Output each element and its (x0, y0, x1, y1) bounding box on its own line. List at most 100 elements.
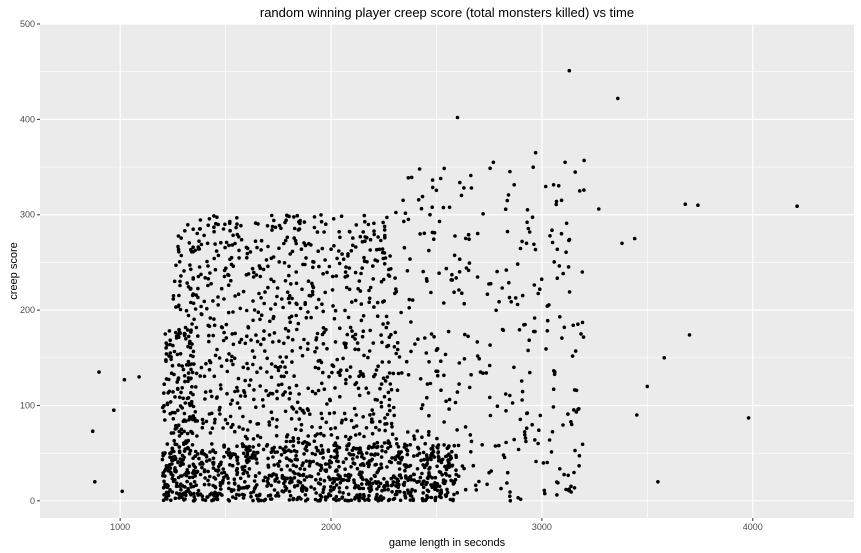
data-point (173, 427, 178, 431)
data-point (416, 337, 420, 342)
data-point (305, 347, 310, 352)
data-point (404, 476, 408, 480)
data-point (425, 461, 430, 466)
data-point (437, 470, 442, 474)
data-point (192, 469, 196, 473)
data-point (177, 492, 181, 497)
data-point (304, 315, 309, 320)
data-point (577, 453, 582, 458)
data-point (231, 362, 235, 367)
data-point (274, 433, 279, 438)
data-point (381, 322, 385, 326)
data-point (373, 463, 377, 467)
data-point (235, 385, 239, 390)
data-point (518, 246, 523, 251)
data-point (208, 271, 212, 275)
data-point (382, 394, 387, 399)
data-point (635, 413, 639, 417)
data-point (457, 257, 462, 262)
data-point (277, 480, 281, 484)
data-point (384, 314, 389, 319)
data-point (211, 466, 216, 470)
data-point (314, 477, 318, 482)
data-point (549, 450, 554, 454)
data-point (569, 420, 573, 424)
data-point (420, 194, 425, 199)
data-point (367, 493, 371, 498)
data-point (180, 453, 185, 458)
data-point (204, 455, 209, 459)
data-point (505, 229, 510, 234)
data-point (186, 446, 191, 451)
data-point (404, 447, 409, 452)
data-point (386, 446, 390, 450)
data-point (161, 485, 166, 490)
data-point (555, 493, 559, 497)
data-point (176, 332, 181, 337)
data-point (263, 497, 268, 502)
data-point (299, 428, 303, 433)
data-point (379, 400, 384, 405)
data-point (497, 299, 501, 304)
data-point (444, 266, 449, 271)
data-point (222, 445, 226, 449)
data-point (287, 448, 291, 453)
data-point (186, 334, 191, 339)
data-point (466, 334, 470, 339)
data-point (322, 485, 327, 489)
data-point (222, 274, 227, 279)
chart-title: random winning player creep score (total… (260, 5, 634, 20)
data-point (357, 432, 362, 436)
data-point (458, 180, 462, 185)
data-point (321, 490, 325, 495)
data-point (289, 314, 294, 319)
data-point (425, 493, 429, 498)
data-point (276, 365, 280, 370)
data-point (275, 286, 280, 290)
data-point (533, 247, 538, 252)
data-point (191, 227, 195, 231)
data-point (280, 382, 284, 387)
data-point (253, 453, 257, 458)
data-point (267, 420, 272, 424)
data-point (385, 215, 389, 220)
data-point (310, 389, 315, 394)
data-point (231, 264, 236, 269)
data-point (189, 267, 193, 272)
data-point (279, 453, 284, 457)
data-point (229, 358, 234, 363)
data-point (264, 444, 269, 448)
data-point (285, 290, 290, 295)
data-point (322, 433, 326, 438)
data-point (395, 388, 400, 393)
data-point (485, 482, 489, 487)
data-point (197, 227, 202, 231)
data-point (325, 270, 329, 275)
data-point (393, 457, 398, 462)
data-point (171, 479, 176, 484)
data-point (322, 478, 327, 483)
data-point (520, 389, 525, 394)
data-point (418, 232, 422, 236)
data-point (175, 352, 180, 357)
data-point (312, 439, 317, 444)
data-point (378, 386, 382, 391)
data-point (277, 223, 282, 228)
data-point (572, 486, 577, 490)
data-point (211, 498, 216, 502)
data-point (411, 472, 416, 477)
data-point (286, 296, 291, 301)
data-point (353, 332, 358, 337)
data-point (379, 404, 384, 409)
data-point (360, 240, 365, 244)
data-point (309, 474, 314, 479)
data-point (228, 455, 233, 460)
data-point (388, 408, 392, 413)
data-point (376, 452, 380, 457)
data-point (455, 115, 460, 120)
data-point (360, 266, 365, 270)
data-point (260, 398, 265, 402)
y-axis-label: creep score (8, 242, 20, 299)
data-point (355, 341, 360, 345)
data-point (356, 451, 361, 455)
